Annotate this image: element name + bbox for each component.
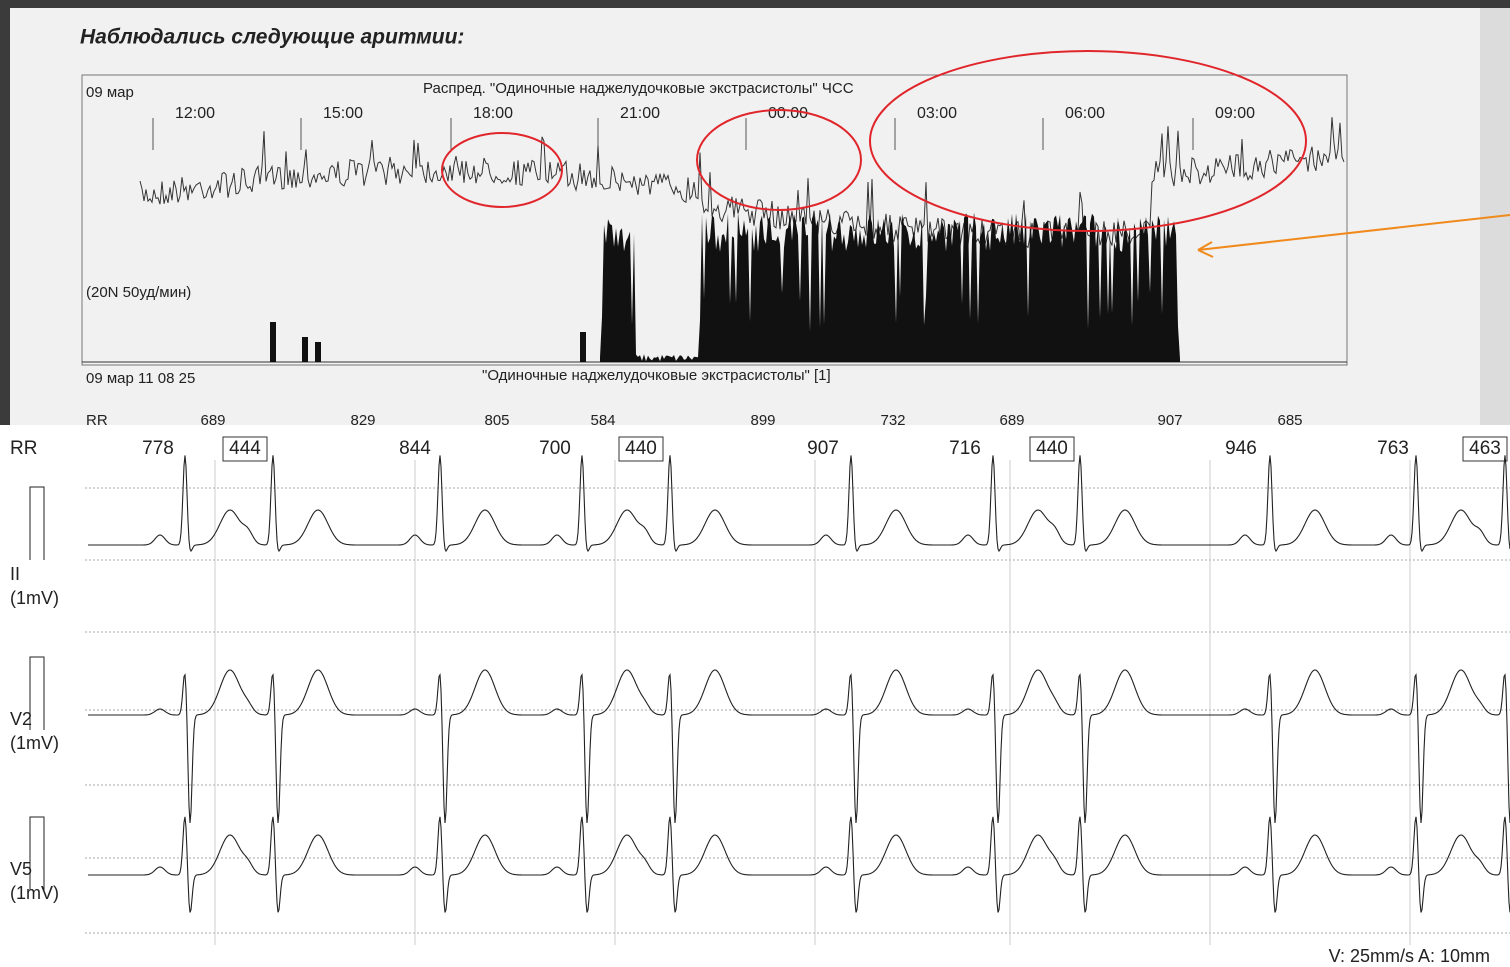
- rr-label: RR: [10, 438, 37, 459]
- heading: Наблюдались следующие аритмии:: [80, 26, 464, 49]
- density-bar: [315, 342, 321, 362]
- lead-gain: (1mV): [10, 733, 59, 753]
- time-label: 12:00: [175, 105, 215, 122]
- rr-interval: 946: [1225, 438, 1257, 459]
- trend-date: 09 мар: [86, 84, 134, 101]
- rr-interval: 763: [1377, 438, 1409, 459]
- slide: 09 мар Распред. "Одиночные наджелудочковы…: [0, 0, 1510, 967]
- time-label: 18:00: [473, 105, 513, 122]
- time-label: 15:00: [323, 105, 363, 122]
- time-label: 09:00: [1215, 105, 1255, 122]
- lead-gain: (1mV): [10, 588, 59, 608]
- strip-time: 09 мар 11 08 25: [86, 370, 195, 387]
- rr-interval: 444: [229, 438, 261, 459]
- time-label: 03:00: [917, 105, 957, 122]
- time-label: 00:00: [768, 105, 808, 122]
- rr-interval: 907: [807, 438, 839, 459]
- rr-interval: 844: [399, 438, 431, 459]
- rr-interval: 716: [949, 438, 981, 459]
- time-label: 21:00: [620, 105, 660, 122]
- lead-name: II: [10, 564, 20, 584]
- rr-interval: 700: [539, 438, 571, 459]
- trend-scale: (20N 50уд/мин): [86, 284, 191, 301]
- strip-title: "Одиночные наджелудочковые экстрасистолы…: [482, 367, 831, 384]
- rr-interval: 463: [1469, 438, 1501, 459]
- rr-interval: 440: [625, 438, 657, 459]
- density-bar: [302, 337, 308, 362]
- density-bar: [270, 322, 276, 362]
- time-label: 06:00: [1065, 105, 1105, 122]
- lead-gain: (1mV): [10, 883, 59, 903]
- rr-interval: 440: [1036, 438, 1068, 459]
- rr-interval: 778: [142, 438, 174, 459]
- lead-name: V2: [10, 709, 32, 729]
- ecg-paper: [0, 425, 1510, 967]
- density-bar: [580, 332, 586, 362]
- trend-title: Распред. "Одиночные наджелудочковые экст…: [423, 80, 854, 97]
- speed-info: V: 25mm/s A: 10mm: [1329, 946, 1490, 966]
- lead-name: V5: [10, 859, 32, 879]
